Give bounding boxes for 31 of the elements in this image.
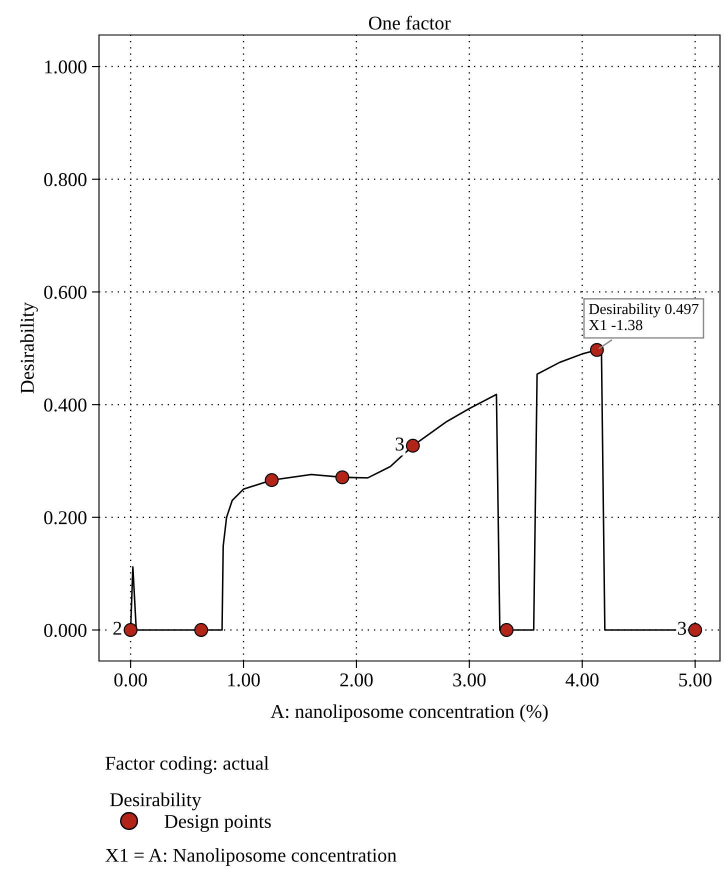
x-tick-label: 3.00 bbox=[453, 673, 486, 687]
y-axis-title: Desirability bbox=[20, 302, 38, 394]
y-tick-label: 0.000 bbox=[44, 624, 86, 638]
x-tick-label: 0.00 bbox=[114, 673, 147, 687]
legend-label: Design points bbox=[164, 814, 271, 832]
text: X1 = A: Nanoliposome concentration bbox=[105, 848, 396, 866]
x-tick-label: 1.00 bbox=[228, 673, 260, 687]
annotation: 2 bbox=[113, 622, 122, 635]
point bbox=[194, 623, 208, 637]
point bbox=[264, 473, 279, 488]
x-tick-label: 2.00 bbox=[340, 673, 373, 687]
point bbox=[500, 623, 514, 637]
annotation: 3 bbox=[396, 438, 404, 451]
y-tick-label: 1.000 bbox=[45, 60, 86, 74]
x-tick-label: 5.00 bbox=[679, 673, 712, 687]
x-axis-title: A: nanoliposome concentration (%) bbox=[270, 704, 548, 722]
annotation: 3 bbox=[678, 622, 686, 635]
legend-title: Desirability bbox=[110, 792, 202, 810]
point bbox=[406, 438, 420, 453]
text: Factor coding: actual bbox=[106, 756, 269, 774]
x-tick-label: 4.00 bbox=[566, 673, 599, 687]
chart-title: One factor bbox=[369, 16, 451, 30]
y-tick-label: 0.800 bbox=[44, 173, 86, 186]
y-tick-label: 0.200 bbox=[44, 511, 86, 524]
y-tick-label: 0.400 bbox=[44, 398, 86, 412]
point bbox=[335, 470, 350, 484]
point bbox=[688, 623, 702, 637]
y-tick-label: 0.600 bbox=[44, 286, 86, 299]
point bbox=[124, 623, 138, 637]
annotation: Desirability 0.497 X1 -1.38 bbox=[588, 303, 698, 330]
point bbox=[590, 343, 604, 357]
